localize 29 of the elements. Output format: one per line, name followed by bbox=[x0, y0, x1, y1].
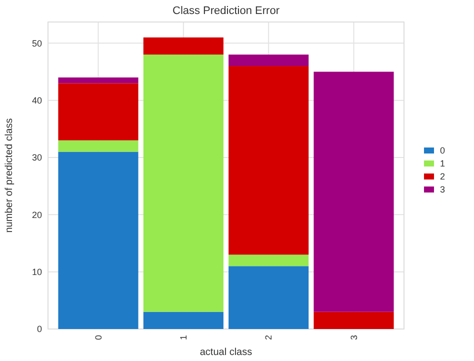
x-tick-label: 0 bbox=[93, 335, 104, 340]
y-tick-label: 20 bbox=[32, 210, 42, 220]
bar bbox=[58, 77, 138, 84]
bar bbox=[143, 312, 224, 329]
legend-label: 3 bbox=[440, 184, 446, 195]
y-tick-label: 40 bbox=[32, 95, 42, 106]
bar bbox=[58, 140, 138, 152]
bar bbox=[58, 152, 138, 329]
x-tick-label: 3 bbox=[348, 335, 359, 340]
bar bbox=[143, 54, 224, 312]
x-axis-title: actual class bbox=[200, 347, 252, 358]
bar bbox=[143, 37, 224, 55]
chart-title: Class Prediction Error bbox=[172, 5, 280, 17]
bar bbox=[228, 266, 309, 329]
bar bbox=[58, 83, 138, 140]
bar bbox=[314, 72, 394, 312]
legend-label: 1 bbox=[440, 158, 446, 169]
bar bbox=[314, 312, 394, 329]
legend-label: 2 bbox=[440, 172, 446, 182]
y-axis-title: number of predicted class bbox=[4, 118, 15, 233]
bar bbox=[228, 66, 309, 255]
legend-label: 0 bbox=[440, 146, 446, 156]
bar bbox=[228, 254, 309, 266]
y-tick-label: 10 bbox=[32, 266, 42, 277]
x-tick-label: 2 bbox=[264, 335, 274, 340]
y-tick-label: 30 bbox=[32, 152, 42, 163]
y-tick-label: 50 bbox=[32, 38, 42, 48]
bar bbox=[228, 54, 309, 66]
x-tick-label: 1 bbox=[178, 335, 189, 340]
